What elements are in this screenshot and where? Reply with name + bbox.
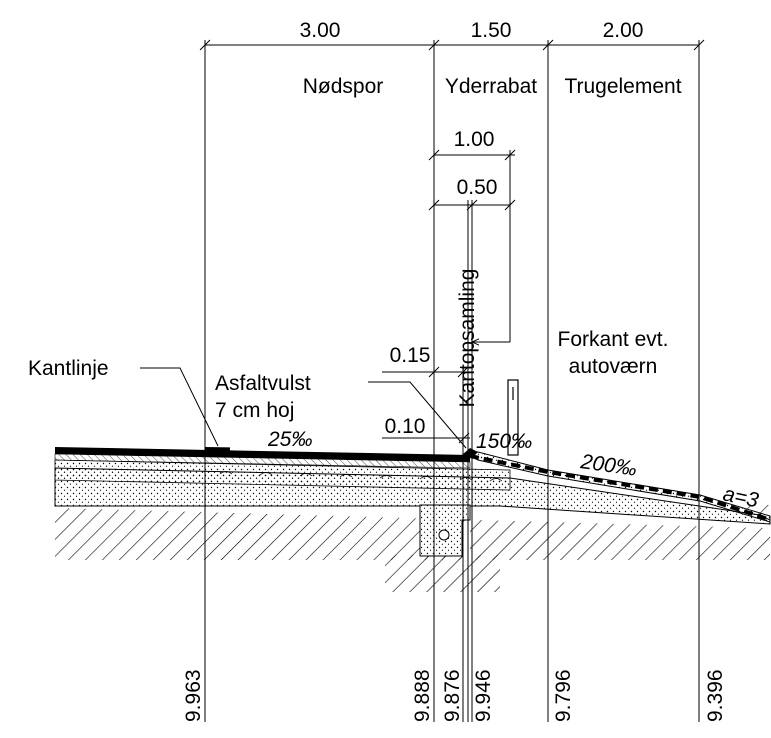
- asphalt-bump: [462, 448, 478, 458]
- label-forkant-line2: autoværn: [569, 355, 658, 378]
- label-asfaltvulst-line1: Asfaltvulst: [215, 372, 311, 395]
- elevation-label: 9.963: [182, 669, 205, 722]
- elevation-label: 9.946: [472, 669, 495, 722]
- dim-width-yderrabat: 1.50: [471, 19, 512, 42]
- zone-nodspor: Nødspor: [303, 75, 384, 98]
- dim-width-nodspor: 3.00: [300, 19, 341, 42]
- zone-trugelement: Trugelement: [564, 75, 681, 98]
- dim-kantopsamling-width: 1.00: [454, 128, 495, 151]
- slope-nodspor: 25‰: [267, 428, 312, 451]
- label-kantlinje: Kantlinje: [28, 357, 109, 380]
- elevation-label: 9.396: [704, 669, 727, 722]
- dim-half-width: 0.50: [457, 176, 498, 199]
- section-lines: [204, 40, 700, 722]
- top-dimension-chain: [199, 39, 705, 51]
- kantopsamling-dimensions: [428, 149, 516, 211]
- zone-yderrabat: Yderrabat: [445, 75, 537, 98]
- kantlinje-leader: [140, 367, 219, 447]
- asphalt-layers: [54, 447, 511, 491]
- trough-element: [464, 451, 771, 523]
- label-forkant-line1: Forkant evt.: [558, 328, 669, 351]
- guardrail-post: [507, 379, 519, 456]
- elevation-label: 9.876: [441, 669, 464, 722]
- label-kantopsamling: Kantopsamling: [456, 269, 479, 408]
- edge-marking: [204, 447, 230, 452]
- label-asfaltvulst-line2: 7 cm hoj: [215, 399, 294, 422]
- dim-width-trugelement: 2.00: [603, 19, 644, 42]
- asfaltvulst-leader: [368, 381, 467, 449]
- elevation-label: 9.796: [552, 669, 575, 722]
- elevation-label: 9.888: [411, 669, 434, 722]
- elevation-labels: 9.963 9.888 9.876 9.946 9.796 9.396: [182, 669, 727, 722]
- slope-yderrabat: 150‰: [476, 430, 532, 453]
- dim-vulst-offset: 0.15: [390, 344, 431, 367]
- dim-vulst-height: 0.10: [385, 415, 426, 438]
